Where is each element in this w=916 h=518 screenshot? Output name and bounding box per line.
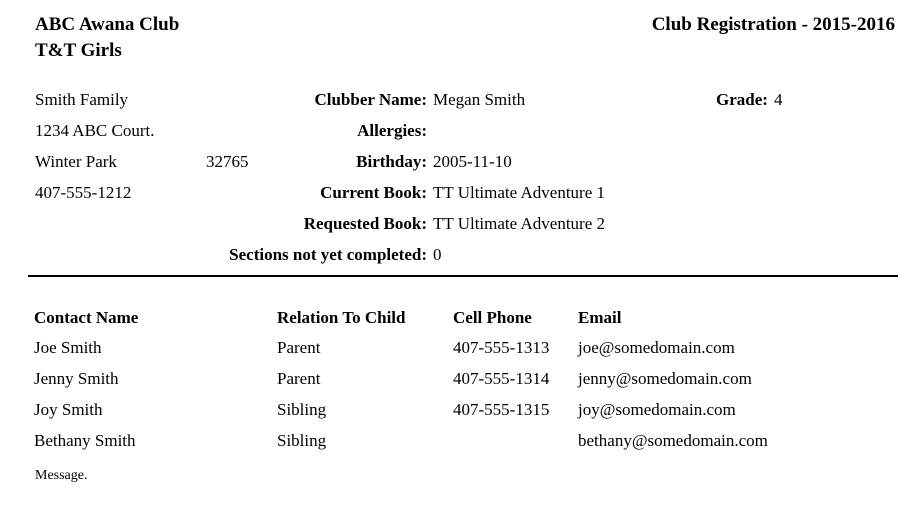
contacts-header-row: Contact Name Relation To Child Cell Phon… (34, 302, 906, 333)
contacts-table: Contact Name Relation To Child Cell Phon… (34, 302, 906, 456)
table-row: Jenny Smith Parent 407-555-1314 jenny@so… (34, 363, 906, 394)
contacts-header-email: Email (578, 308, 622, 327)
info-row-3: Winter Park 32765 Birthday: 2005-11-10 (35, 146, 906, 177)
info-row-2: 1234 ABC Court. Allergies: (35, 115, 906, 146)
allergies-value (427, 115, 716, 146)
contact-relation: Sibling (277, 400, 327, 419)
info-row-1: Smith Family Clubber Name: Megan Smith G… (35, 84, 906, 115)
contacts-header-relation: Relation To Child (277, 308, 406, 327)
family-name: Smith Family (35, 90, 129, 109)
contact-name: Bethany Smith (34, 431, 136, 450)
family-address: 1234 ABC Court. (35, 121, 155, 140)
birthday-value: 2005-11-10 (433, 152, 512, 171)
contact-email: jenny@somedomain.com (578, 369, 752, 388)
table-row: Joy Smith Sibling 407-555-1315 joy@somed… (34, 394, 906, 425)
table-row: Bethany Smith Sibling bethany@somedomain… (34, 425, 906, 456)
sections-value: 0 (433, 245, 442, 264)
group-name: T&T Girls (35, 40, 122, 61)
clubber-name-value: Megan Smith (433, 90, 526, 109)
contact-relation: Sibling (277, 431, 327, 450)
current-book-label: Current Book: (320, 183, 427, 202)
contact-phone: 407-555-1314 (453, 369, 550, 388)
contact-relation: Parent (277, 369, 321, 388)
family-city-zip: Winter Park 32765 (35, 146, 249, 177)
contact-email: bethany@somedomain.com (578, 431, 768, 450)
info-row-4: 407-555-1212 Current Book: TT Ultimate A… (35, 177, 906, 208)
grade-label: Grade: (716, 90, 768, 109)
report-title: Club Registration - 2015-2016 (651, 14, 895, 35)
section-divider (28, 275, 898, 277)
contact-phone (453, 425, 578, 456)
allergies-label: Allergies: (357, 121, 427, 140)
contact-phone: 407-555-1315 (453, 400, 550, 419)
grade-field: Grade: 4 (716, 84, 906, 115)
family-city: Winter Park (35, 152, 117, 171)
family-zip: 32765 (206, 152, 249, 171)
grade-value: 4 (773, 90, 783, 109)
current-book-value: TT Ultimate Adventure 1 (433, 183, 606, 202)
requested-book-label: Requested Book: (303, 214, 427, 233)
club-name: ABC Awana Club (35, 14, 180, 35)
clubber-name-label: Clubber Name: (314, 90, 427, 109)
requested-book-value: TT Ultimate Adventure 2 (433, 214, 606, 233)
birthday-label: Birthday: (356, 152, 427, 171)
contacts-header-name: Contact Name (34, 308, 139, 327)
contact-name: Jenny Smith (34, 369, 119, 388)
info-row-6: Sections not yet completed: 0 (35, 239, 906, 270)
clubber-info-section: Smith Family Clubber Name: Megan Smith G… (35, 84, 906, 270)
contact-email: joy@somedomain.com (578, 400, 736, 419)
contact-name: Joe Smith (34, 338, 102, 357)
contact-name: Joy Smith (34, 400, 103, 419)
sections-label: Sections not yet completed: (229, 245, 427, 264)
table-row: Joe Smith Parent 407-555-1313 joe@somedo… (34, 332, 906, 363)
document-header-left: ABC Awana Club T&T Girls (35, 12, 179, 64)
footer-message: Message. (35, 468, 88, 483)
contacts-header-phone: Cell Phone (453, 308, 532, 327)
contact-email: joe@somedomain.com (578, 338, 735, 357)
info-row-5: Requested Book: TT Ultimate Adventure 2 (35, 208, 906, 239)
contact-relation: Parent (277, 338, 321, 357)
contact-phone: 407-555-1313 (453, 338, 550, 357)
family-phone: 407-555-1212 (35, 183, 132, 202)
